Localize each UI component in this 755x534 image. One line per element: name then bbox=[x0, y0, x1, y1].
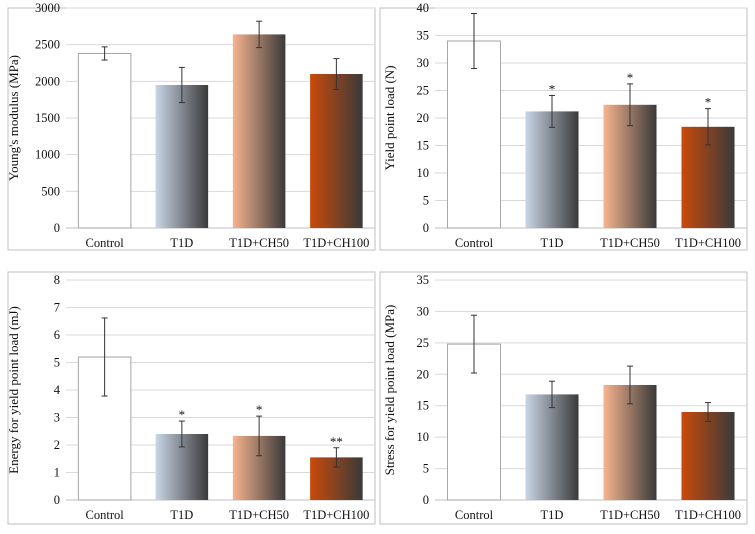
y-axis-title: Stress for yield point load (MPa) bbox=[382, 305, 397, 476]
chart-panel-3: 0 1 2 3 4 5 6 7 8 Energy for yield point load (mJ… bbox=[6, 271, 376, 525]
x-tick-label: T1D+CH50 bbox=[600, 508, 660, 522]
bar-t1d-ch50 bbox=[232, 34, 286, 229]
y-tick-label: 5 bbox=[54, 356, 60, 370]
y-tick-label: 1 bbox=[54, 466, 60, 480]
y-tick-label: 10 bbox=[417, 430, 430, 444]
y-tick-label: 8 bbox=[54, 273, 60, 287]
bar-t1d bbox=[525, 394, 579, 500]
chart-panel-4: 0 5 10 15 20 25 30 35 Stress for yield point loa… bbox=[379, 271, 748, 525]
y-tick-label: 1500 bbox=[35, 111, 60, 125]
significance-marker: * bbox=[549, 81, 556, 96]
y-tick-label: 5 bbox=[423, 194, 429, 208]
y-tick-label: 25 bbox=[417, 84, 430, 98]
chart-panel-2: 0 5 10 15 20 25 30 35 40 Yield point load (N) Cont… bbox=[379, 1, 748, 251]
x-tick-label: Control bbox=[86, 508, 125, 522]
y-tick-label: 2500 bbox=[35, 38, 60, 52]
y-tick-label: 500 bbox=[41, 184, 60, 198]
y-tick-label: 30 bbox=[417, 304, 430, 318]
y-tick-label: 35 bbox=[417, 29, 430, 43]
chart-panel-1: 0 500 1000 1500 2000 2500 3000 Young's modulus … bbox=[6, 1, 376, 251]
y-tick-label: 15 bbox=[417, 139, 430, 153]
y-tick-label: 6 bbox=[54, 328, 60, 342]
y-tick-label: 4 bbox=[54, 383, 61, 397]
y-tick-label: 0 bbox=[423, 221, 429, 235]
y-tick-label: 2000 bbox=[35, 74, 60, 88]
x-tick-label: T1D bbox=[541, 236, 564, 250]
significance-marker: * bbox=[256, 402, 263, 417]
significance-marker: ** bbox=[330, 434, 343, 449]
bar-t1d-ch100 bbox=[310, 74, 363, 228]
significance-marker: * bbox=[627, 70, 634, 85]
panel-frame bbox=[7, 271, 376, 525]
y-tick-label: 3 bbox=[54, 411, 60, 425]
bar-control bbox=[77, 52, 132, 229]
y-axis-title: Energy for yield point load (mJ) bbox=[6, 306, 21, 474]
y-tick-label: 30 bbox=[417, 56, 430, 70]
x-tick-label: Control bbox=[455, 508, 494, 522]
x-tick-label: T1D+CH100 bbox=[303, 236, 369, 250]
bar-t1d bbox=[525, 111, 579, 228]
y-tick-label: 0 bbox=[423, 493, 429, 507]
y-axis-title: Yield point load (N) bbox=[382, 65, 397, 170]
significance-marker: * bbox=[705, 95, 712, 110]
y-tick-label: 20 bbox=[417, 367, 430, 381]
y-tick-label: 2 bbox=[54, 438, 60, 452]
y-tick-label: 0 bbox=[54, 493, 60, 507]
bar-t1d-ch100 bbox=[681, 412, 735, 500]
x-tick-label: Control bbox=[86, 236, 125, 250]
panel-frame bbox=[379, 271, 748, 525]
y-tick-label: 25 bbox=[417, 336, 430, 350]
significance-marker: * bbox=[179, 407, 186, 422]
y-tick-label: 40 bbox=[417, 1, 430, 15]
x-tick-label: T1D+CH100 bbox=[675, 236, 741, 250]
x-tick-label: Control bbox=[455, 236, 494, 250]
y-tick-label: 10 bbox=[417, 166, 430, 180]
x-tick-label: T1D+CH50 bbox=[229, 508, 289, 522]
x-tick-label: T1D+CH50 bbox=[600, 236, 660, 250]
y-axis-title: Young's modulus (MPa) bbox=[6, 55, 21, 181]
y-tick-label: 5 bbox=[423, 462, 429, 476]
y-tick-label: 3000 bbox=[35, 1, 60, 15]
bar-control bbox=[446, 40, 502, 229]
x-tick-label: T1D bbox=[170, 236, 193, 250]
x-tick-label: T1D+CH100 bbox=[675, 508, 741, 522]
y-tick-label: 7 bbox=[54, 301, 60, 315]
y-tick-label: 35 bbox=[417, 273, 430, 287]
y-tick-label: 15 bbox=[417, 399, 430, 413]
y-tick-label: 0 bbox=[54, 221, 60, 235]
x-tick-label: T1D+CH50 bbox=[229, 236, 289, 250]
bar-t1d bbox=[155, 85, 209, 228]
x-tick-label: T1D bbox=[170, 508, 193, 522]
x-tick-label: T1D+CH100 bbox=[303, 508, 369, 522]
y-tick-label: 1000 bbox=[35, 148, 60, 162]
y-tick-label: 20 bbox=[417, 111, 430, 125]
x-tick-label: T1D bbox=[541, 508, 564, 522]
